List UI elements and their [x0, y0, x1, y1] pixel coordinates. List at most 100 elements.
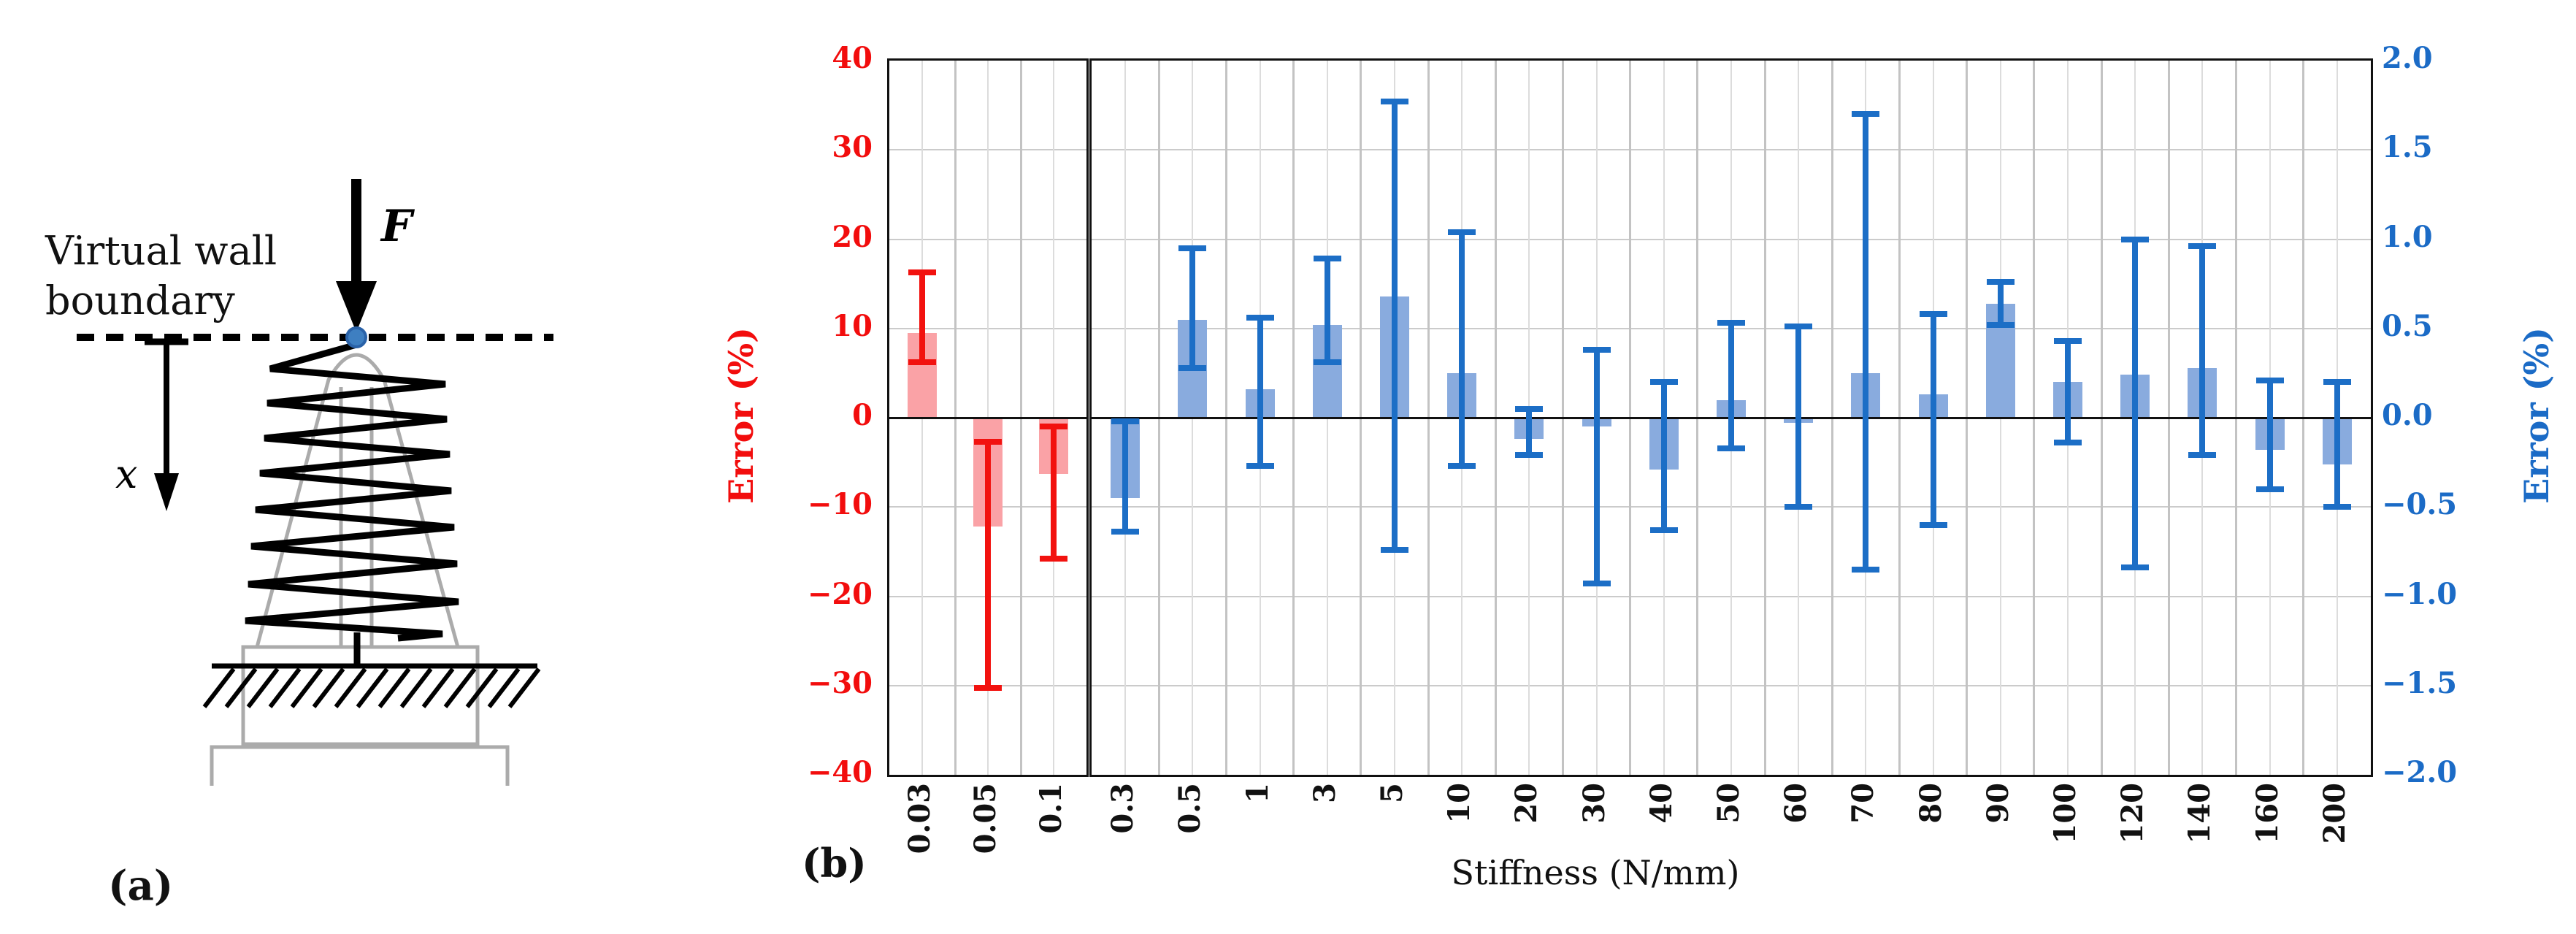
error-bar-cap-high-40	[1649, 379, 1678, 386]
right-y-tick-label: −0.5	[2382, 487, 2458, 522]
x-tick-label-1: 1	[1240, 783, 1275, 803]
error-bar-cap-low-40	[1649, 527, 1678, 534]
error-bar-line-90	[1997, 282, 2004, 325]
error-bar-line-5	[1391, 102, 1398, 550]
force-label: F	[380, 201, 415, 252]
conical-spring	[245, 341, 459, 642]
error-bar-cap-high-200	[2323, 379, 2351, 386]
error-bar-line-200	[2334, 382, 2340, 508]
error-bar-line-3	[1324, 259, 1330, 363]
left-y-tick-label: 10	[832, 308, 873, 343]
error-bar-cap-high-90	[1986, 279, 2015, 286]
error-bar-cap-low-70	[1852, 566, 1880, 573]
error-bar-line-0.03	[919, 272, 925, 363]
error-bar-line-10	[1459, 231, 1465, 466]
error-bar-cap-low-160	[2255, 486, 2284, 492]
error-bar-line-80	[1930, 314, 1936, 525]
error-bar-cap-high-0.5	[1178, 245, 1207, 251]
error-bar-line-0.5	[1189, 248, 1196, 368]
x-tick-label-0.3: 0.3	[1105, 783, 1141, 834]
zero-axis-line	[889, 416, 1086, 419]
error-bar-cap-high-60	[1785, 324, 1813, 330]
error-bar-cap-low-90	[1986, 321, 2015, 328]
error-bar-cap-high-0.05	[974, 439, 1002, 445]
panel-a-label: (a)	[108, 862, 173, 910]
left-y-tick-label: 30	[832, 130, 873, 165]
error-bar-cap-high-140	[2188, 243, 2217, 250]
left-y-tick-label: −40	[807, 755, 873, 789]
left-y-tick-label: 0	[852, 398, 873, 432]
error-bar-line-100	[2065, 340, 2071, 443]
left-y-tick-label: −30	[807, 665, 873, 700]
error-bar-cap-high-160	[2255, 377, 2284, 383]
error-bar-line-60	[1795, 326, 1802, 508]
ground-hatching	[202, 663, 541, 708]
error-bar-cap-high-80	[1919, 311, 1947, 318]
left-y-tick-label: 40	[832, 41, 873, 75]
x-tick-label-120: 120	[2115, 783, 2150, 844]
displacement-arrow	[145, 338, 188, 511]
error-bar-line-0.3	[1122, 421, 1129, 532]
error-bar-cap-low-0.5	[1178, 364, 1207, 371]
error-bar-cap-high-100	[2054, 337, 2082, 344]
right-y-axis-title: Error (%)	[2517, 327, 2556, 504]
left-y-tick-label: 20	[832, 219, 873, 254]
right-y-tick-label: −2.0	[2382, 755, 2458, 789]
right-y-tick-label: −1.5	[2382, 665, 2458, 700]
x-tick-label-5: 5	[1374, 783, 1409, 803]
error-bar-cap-high-70	[1852, 111, 1880, 118]
plot-area-low-stiffness	[887, 58, 1089, 777]
error-bar-cap-high-0.1	[1040, 424, 1067, 430]
base-bracket	[210, 745, 510, 786]
error-bar-cap-high-1	[1246, 315, 1274, 321]
x-tick-label-30: 30	[1576, 783, 1611, 824]
error-bar-cap-high-10	[1448, 229, 1476, 235]
error-bar-line-40	[1660, 382, 1667, 531]
error-bar-cap-high-120	[2121, 236, 2150, 242]
x-tick-label-140: 140	[2182, 783, 2217, 844]
x-tick-label-200: 200	[2317, 783, 2352, 844]
x-axis-title: Stiffness (N/mm)	[1451, 853, 1740, 892]
x-tick-label-0.03: 0.03	[902, 783, 937, 854]
error-bar-cap-low-0.05	[974, 685, 1002, 692]
plot-area-high-stiffness	[1089, 58, 2373, 777]
left-y-tick-label: −20	[807, 576, 873, 611]
error-bar-line-1	[1257, 318, 1263, 466]
error-bar-cap-low-5	[1380, 546, 1408, 553]
error-bar-line-20	[1526, 408, 1533, 456]
error-bar-cap-high-50	[1717, 320, 1745, 326]
contact-point-dot	[345, 326, 367, 348]
x-tick-label-50: 50	[1711, 783, 1746, 824]
x-tick-label-80: 80	[1913, 783, 1948, 824]
error-bar-cap-low-120	[2121, 564, 2150, 571]
error-bar-cap-low-20	[1515, 452, 1544, 459]
error-bar-cap-low-200	[2323, 504, 2351, 510]
right-y-tick-label: 0.0	[2382, 398, 2433, 432]
error-bar-cap-low-0.3	[1111, 529, 1140, 535]
error-bar-cap-high-5	[1380, 99, 1408, 105]
x-tick-label-100: 100	[2048, 783, 2083, 844]
error-bar-cap-high-20	[1515, 405, 1544, 412]
error-bar-cap-high-0.3	[1111, 418, 1140, 424]
x-tick-label-0.05: 0.05	[968, 783, 1003, 854]
error-bar-cap-low-30	[1582, 581, 1611, 587]
error-bar-cap-low-3	[1313, 359, 1341, 366]
virtual-wall-label-line1: Virtual wall	[45, 228, 277, 274]
error-bar-cap-low-140	[2188, 452, 2217, 459]
error-bar-cap-low-80	[1919, 521, 1947, 528]
x-tick-label-10: 10	[1442, 783, 1477, 824]
x-tick-label-40: 40	[1644, 783, 1679, 824]
x-tick-label-0.1: 0.1	[1034, 783, 1068, 834]
error-bar-line-30	[1593, 350, 1600, 584]
x-tick-label-160: 160	[2250, 783, 2285, 844]
error-bar-line-0.1	[1051, 426, 1057, 559]
error-bar-cap-high-0.03	[908, 269, 936, 275]
virtual-wall-label-line2: boundary	[45, 277, 235, 324]
error-bar-line-140	[2199, 246, 2206, 456]
error-bar-line-160	[2266, 380, 2273, 489]
x-tick-label-0.5: 0.5	[1173, 783, 1208, 834]
error-bar-cap-low-0.1	[1040, 556, 1067, 562]
error-bar-cap-low-50	[1717, 445, 1745, 451]
error-bar-line-70	[1863, 114, 1869, 570]
